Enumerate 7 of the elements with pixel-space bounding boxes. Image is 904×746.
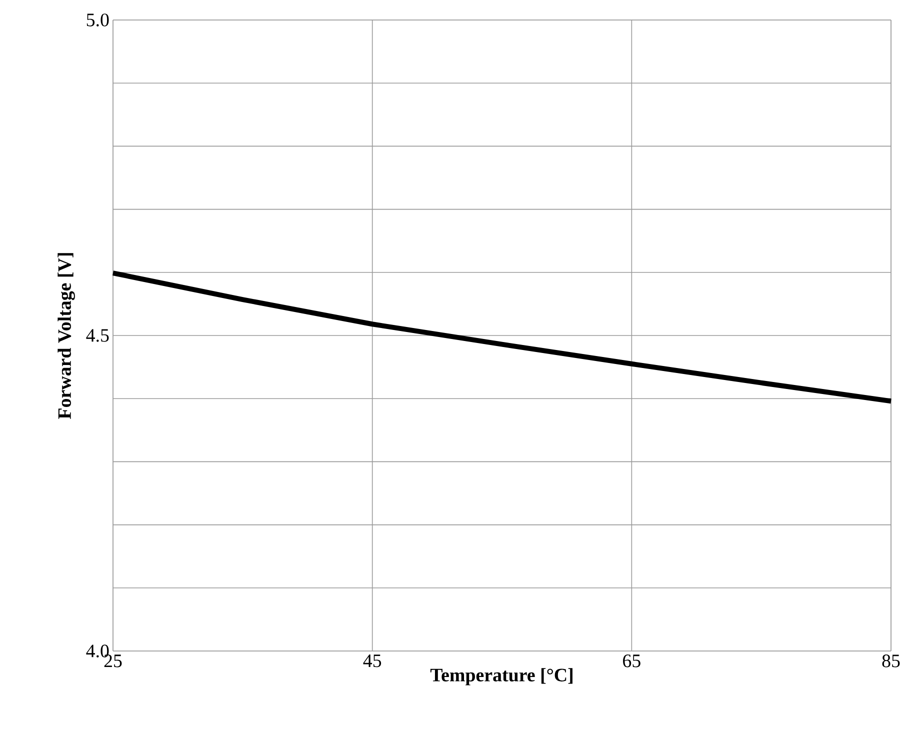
- x-tick-label: 65: [623, 654, 640, 668]
- x-tick-label: 45: [363, 654, 382, 668]
- y-axis-title: Forward Voltage [V]: [58, 253, 75, 419]
- y-tick-label: 4.5: [86, 329, 109, 342]
- y-tick-label: 5.0: [86, 14, 109, 26]
- x-axis-title: Temperature [°C]: [430, 668, 572, 686]
- x-tick-label: 85: [882, 654, 900, 668]
